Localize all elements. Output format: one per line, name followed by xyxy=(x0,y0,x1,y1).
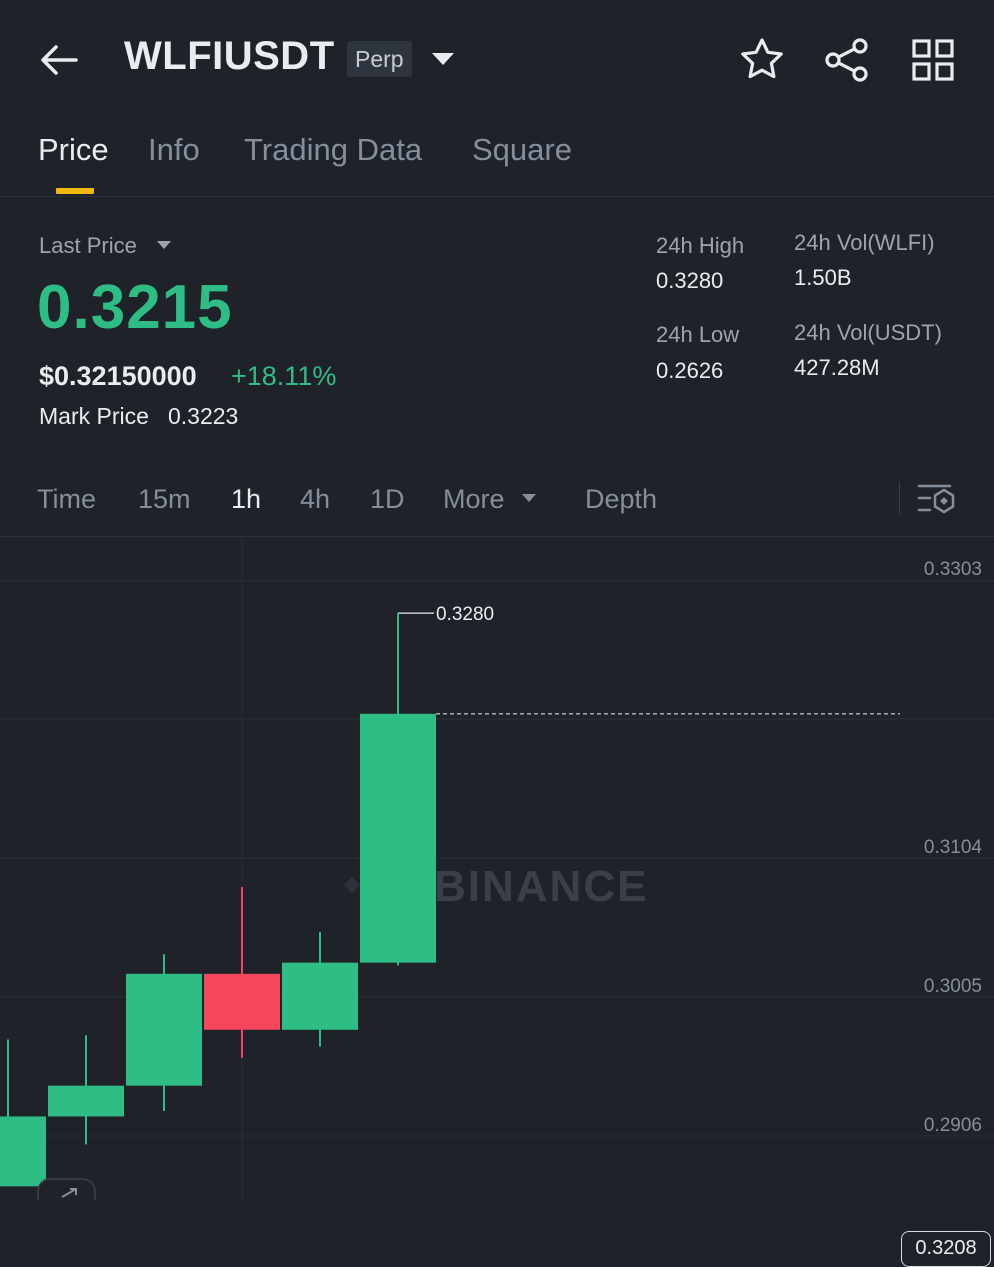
low-24h-label: 24h Low xyxy=(656,322,740,347)
chart-canvas[interactable]: BINANCE 0.3303 0.3104 0.3005 0.2906 0.32… xyxy=(0,537,994,1220)
last-price: 0.3215 xyxy=(37,273,233,342)
tab-trading-data[interactable]: Trading Data xyxy=(244,132,423,167)
last-price-label[interactable]: Last Price xyxy=(39,233,137,258)
vol-base-value: 1.50B xyxy=(794,265,852,290)
timeframe-4h[interactable]: 4h xyxy=(300,484,331,514)
chart-settings-icon[interactable] xyxy=(916,480,956,516)
usd-price: $0.32150000 xyxy=(39,361,197,391)
high-24h-value: 0.3280 xyxy=(656,268,724,293)
vol-quote-value: 427.28M xyxy=(794,355,880,380)
perp-badge: Perp xyxy=(347,41,412,77)
candles xyxy=(0,613,436,1187)
mark-price-value: 0.3223 xyxy=(168,403,239,429)
symbol-title[interactable]: WLFIUSDT xyxy=(124,34,335,78)
timeframe-depth[interactable]: Depth xyxy=(585,484,658,514)
current-price-tag: 0.3208 xyxy=(901,1231,991,1267)
y-tick-label: 0.3104 xyxy=(924,837,983,858)
arrow-left-icon[interactable] xyxy=(36,38,86,82)
timeframe-more[interactable]: More xyxy=(443,484,505,514)
grid-icon[interactable] xyxy=(911,38,955,82)
timeframe-time[interactable]: Time xyxy=(37,484,96,514)
expand-icon xyxy=(61,1188,77,1198)
change-percent: +18.11% xyxy=(231,361,337,391)
active-tab-indicator xyxy=(56,188,94,194)
header: WLFIUSDT Perp xyxy=(0,0,994,118)
candlestick-chart[interactable]: BINANCE 0.3303 0.3104 0.3005 0.2906 0.32… xyxy=(0,537,994,1267)
candle-up xyxy=(48,1085,124,1117)
watermark: BINANCE xyxy=(434,862,648,911)
vol-base-label: 24h Vol(WLFI) xyxy=(794,230,935,255)
timeframe-1d[interactable]: 1D xyxy=(370,484,405,514)
caret-down-icon[interactable] xyxy=(430,50,456,68)
timeframe-15m[interactable]: 15m xyxy=(138,484,191,514)
tab-info[interactable]: Info xyxy=(148,132,200,167)
high-marker-label: 0.3280 xyxy=(436,604,494,625)
vol-quote-label: 24h Vol(USDT) xyxy=(794,320,942,345)
mark-price-label: Mark Price xyxy=(39,403,149,429)
timeframe-bar: Time 15m 1h 4h 1D More Depth xyxy=(0,470,994,537)
divider xyxy=(899,482,900,514)
candle-up xyxy=(360,713,436,963)
caret-down-icon[interactable] xyxy=(156,240,172,250)
low-24h-value: 0.2626 xyxy=(656,358,724,383)
star-icon[interactable] xyxy=(738,36,786,84)
caret-down-icon[interactable] xyxy=(521,493,537,503)
candle-up xyxy=(0,1116,46,1187)
reset-zoom-button[interactable] xyxy=(37,1178,96,1220)
y-tick-label: 0.3005 xyxy=(924,976,982,997)
candle-up xyxy=(282,962,358,1030)
y-tick-label: 0.2906 xyxy=(924,1115,982,1136)
share-icon[interactable] xyxy=(822,36,872,84)
y-tick-label: 0.3303 xyxy=(924,559,982,580)
candle-up xyxy=(126,973,202,1086)
high-24h-label: 24h High xyxy=(656,233,745,258)
tab-price[interactable]: Price xyxy=(38,132,109,167)
candle-down xyxy=(204,973,280,1030)
tab-bar: Price Info Trading Data Square xyxy=(0,118,994,197)
tab-square[interactable]: Square xyxy=(472,132,572,167)
timeframe-1h[interactable]: 1h xyxy=(231,484,262,514)
